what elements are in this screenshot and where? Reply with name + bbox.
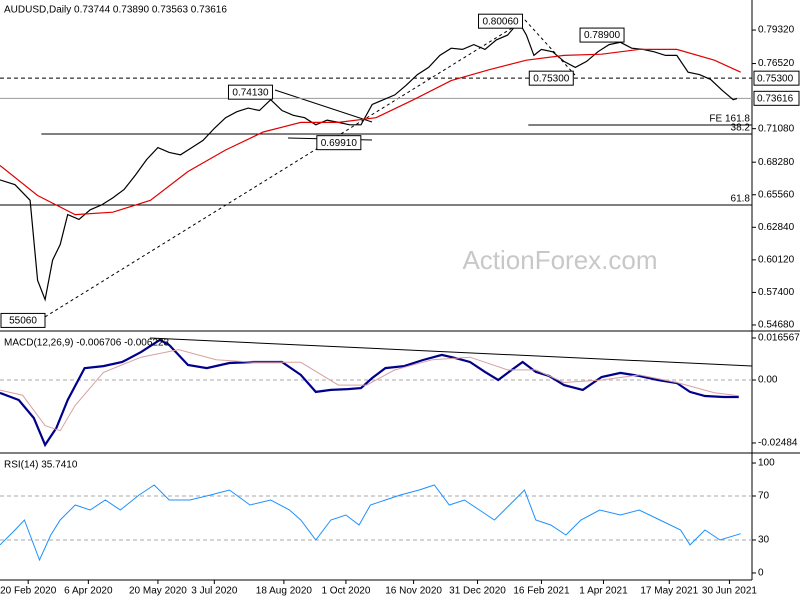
x-tick-label: 17 May 2021 [640, 586, 698, 597]
annotation-label: 0.74130 [232, 87, 269, 98]
y-tick-label: 0.62840 [758, 222, 795, 233]
annotation-box [579, 27, 625, 43]
panel-title: AUDUSD,Daily 0.73744 0.73890 0.73563 0.7… [4, 5, 227, 16]
y-tick-label: -0.02484 [758, 438, 798, 449]
annotation-box [316, 135, 362, 151]
y-tick-label: 0.79320 [758, 25, 795, 36]
x-tick-label: 16 Nov 2020 [385, 586, 442, 597]
y-tick-label: 0.57400 [758, 287, 795, 298]
fib-label: 61.8 [731, 194, 751, 205]
annotation-box [478, 13, 524, 29]
annotation-box [227, 84, 273, 100]
x-tick-label: 3 Jul 2020 [191, 586, 238, 597]
level-label: 0.73616 [757, 93, 794, 104]
x-tick-label: 1 Oct 2020 [321, 586, 370, 597]
x-tick-label: 20 Feb 2020 [0, 586, 57, 597]
trend-line [524, 19, 576, 76]
y-tick-label: 70 [758, 491, 770, 502]
x-tick-label: 1 Apr 2021 [579, 586, 628, 597]
y-tick-label: 0 [758, 568, 764, 579]
y-tick-label: 0.60120 [758, 254, 795, 265]
y-tick-label: 100 [758, 458, 775, 469]
y-tick-label: 0.016567 [758, 333, 800, 344]
x-tick-label: 30 Jun 2021 [702, 586, 757, 597]
y-tick-label: 30 [758, 535, 770, 546]
panel-title: MACD(12,26,9) -0.006706 -0.006223 [4, 338, 170, 349]
series-line [0, 338, 739, 448]
annotation-label: 0.69910 [321, 138, 358, 149]
y-tick-label: 0.71080 [758, 123, 795, 134]
fib-label: 38.2 [731, 123, 751, 134]
trend-line [39, 19, 526, 321]
annotation-box [0, 312, 46, 328]
trend-line [149, 337, 753, 367]
x-tick-label: 20 May 2020 [129, 586, 187, 597]
y-tick-label: 0.76520 [758, 58, 795, 69]
annotation-label: 55060 [9, 316, 37, 327]
y-tick-label: 0.65560 [758, 189, 795, 200]
y-tick-label: 0.54680 [758, 320, 795, 331]
annotation-label: 0.78900 [584, 30, 621, 41]
series-line [0, 349, 739, 432]
y-tick-label: 0.00 [758, 375, 778, 386]
x-tick-label: 18 Aug 2020 [256, 586, 313, 597]
trend-line [274, 89, 373, 123]
panel-title: RSI(14) 35.7410 [4, 460, 78, 471]
x-tick-label: 31 Dec 2020 [449, 586, 506, 597]
level-label: 0.75300 [757, 73, 794, 84]
y-tick-label: 0.68280 [758, 157, 795, 168]
series-line [0, 20, 738, 302]
x-tick-label: 6 Apr 2020 [64, 586, 113, 597]
fib-label: FE 161.8 [709, 114, 750, 125]
annotation-label: 0.75300 [533, 73, 570, 84]
x-tick-label: 16 Feb 2021 [513, 586, 570, 597]
level-label-box [753, 70, 800, 86]
level-label-box [753, 90, 800, 106]
annotation-label: 0.80060 [482, 16, 519, 27]
watermark: ActionForex.com [462, 245, 657, 275]
series-line [0, 484, 741, 562]
series-line [0, 48, 741, 216]
annotation-box [528, 70, 574, 86]
